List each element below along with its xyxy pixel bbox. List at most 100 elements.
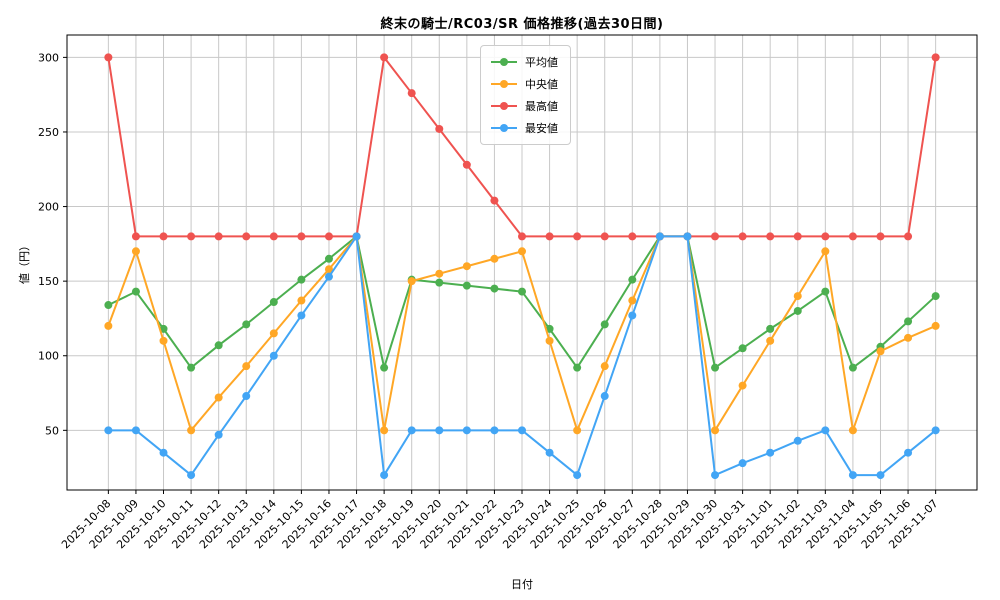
- data-point-median: [131, 247, 140, 256]
- data-point-max: [628, 232, 637, 241]
- data-point-max: [104, 53, 113, 62]
- data-point-max: [269, 232, 278, 241]
- data-point-min: [324, 272, 333, 281]
- data-point-min: [462, 426, 471, 435]
- legend-label-average: 平均値: [525, 56, 558, 69]
- data-point-average: [766, 324, 775, 333]
- data-point-median: [904, 333, 913, 342]
- y-tick-label: 150: [38, 275, 59, 288]
- data-point-median: [324, 265, 333, 274]
- x-axis-label: 日付: [511, 578, 533, 591]
- data-point-max: [848, 232, 857, 241]
- data-point-average: [159, 324, 168, 333]
- data-point-max: [435, 124, 444, 133]
- data-point-median: [821, 247, 830, 256]
- data-point-average: [490, 284, 499, 293]
- data-point-min: [766, 448, 775, 457]
- data-point-average: [187, 363, 196, 372]
- chart-title: 終末の騎士/RC03/SR 価格推移(過去30日間): [380, 17, 664, 32]
- data-point-min: [655, 232, 664, 241]
- data-point-max: [766, 232, 775, 241]
- data-point-max: [297, 232, 306, 241]
- legend-marker-average: [491, 58, 517, 66]
- data-point-median: [269, 329, 278, 338]
- data-point-median: [380, 426, 389, 435]
- data-point-average: [131, 287, 140, 296]
- data-point-median: [407, 277, 416, 286]
- legend-item-median: 中央値: [490, 76, 558, 92]
- legend-dot-max: [500, 102, 508, 110]
- data-point-max: [876, 232, 885, 241]
- data-point-median: [518, 247, 526, 256]
- data-point-median: [711, 426, 720, 435]
- data-point-min: [187, 471, 196, 480]
- data-point-min: [821, 426, 830, 435]
- legend-marker-min: [491, 124, 517, 132]
- data-point-average: [545, 324, 554, 333]
- data-point-min: [131, 426, 140, 435]
- legend-label-max: 最高値: [525, 100, 558, 113]
- data-point-average: [435, 278, 444, 287]
- data-point-average: [904, 317, 913, 326]
- data-point-median: [600, 362, 609, 371]
- data-point-max: [380, 53, 389, 62]
- data-point-min: [297, 311, 306, 320]
- data-point-max: [711, 232, 720, 241]
- data-point-median: [573, 426, 582, 435]
- data-point-average: [738, 344, 747, 353]
- data-point-average: [269, 298, 278, 307]
- data-point-median: [159, 336, 168, 345]
- data-point-min: [380, 471, 389, 480]
- data-point-min: [628, 311, 637, 320]
- legend-dot-median: [500, 80, 508, 88]
- data-point-min: [352, 232, 361, 241]
- legend-item-min: 最安値: [490, 120, 558, 136]
- data-point-average: [242, 320, 251, 329]
- data-point-median: [931, 321, 940, 330]
- data-point-median: [490, 254, 499, 263]
- legend-item-max: 最高値: [490, 98, 558, 114]
- data-point-max: [214, 232, 223, 241]
- data-point-min: [931, 426, 940, 435]
- data-point-min: [876, 471, 885, 480]
- data-point-average: [297, 275, 306, 284]
- data-point-median: [297, 296, 306, 305]
- data-point-average: [214, 341, 223, 350]
- legend-label-min: 最安値: [525, 122, 558, 135]
- data-point-min: [545, 448, 554, 457]
- data-point-max: [518, 232, 526, 241]
- data-point-median: [628, 296, 637, 305]
- data-point-min: [159, 448, 168, 457]
- data-point-average: [324, 254, 333, 263]
- data-point-median: [104, 321, 113, 330]
- legend-dot-average: [500, 58, 508, 66]
- data-point-average: [518, 287, 526, 296]
- data-point-max: [324, 232, 333, 241]
- data-point-min: [104, 426, 113, 435]
- data-point-median: [462, 262, 471, 271]
- legend-dot-min: [500, 124, 508, 132]
- data-point-max: [159, 232, 168, 241]
- data-point-average: [104, 301, 113, 310]
- data-point-average: [462, 281, 471, 290]
- data-point-min: [490, 426, 499, 435]
- data-point-max: [462, 160, 471, 169]
- chart-legend: 平均値中央値最高値最安値: [480, 45, 571, 145]
- data-point-min: [435, 426, 444, 435]
- data-point-median: [187, 426, 196, 435]
- data-point-max: [600, 232, 609, 241]
- y-tick-label: 250: [38, 126, 59, 139]
- data-point-min: [600, 392, 609, 401]
- legend-marker-max: [491, 102, 517, 110]
- data-point-median: [545, 336, 554, 345]
- data-point-min: [518, 426, 526, 435]
- data-point-min: [738, 459, 747, 468]
- data-point-average: [573, 363, 582, 372]
- y-tick-label: 50: [45, 424, 59, 437]
- data-point-max: [573, 232, 582, 241]
- data-point-max: [545, 232, 554, 241]
- data-point-min: [269, 351, 278, 360]
- data-point-median: [848, 426, 857, 435]
- data-point-min: [904, 448, 913, 457]
